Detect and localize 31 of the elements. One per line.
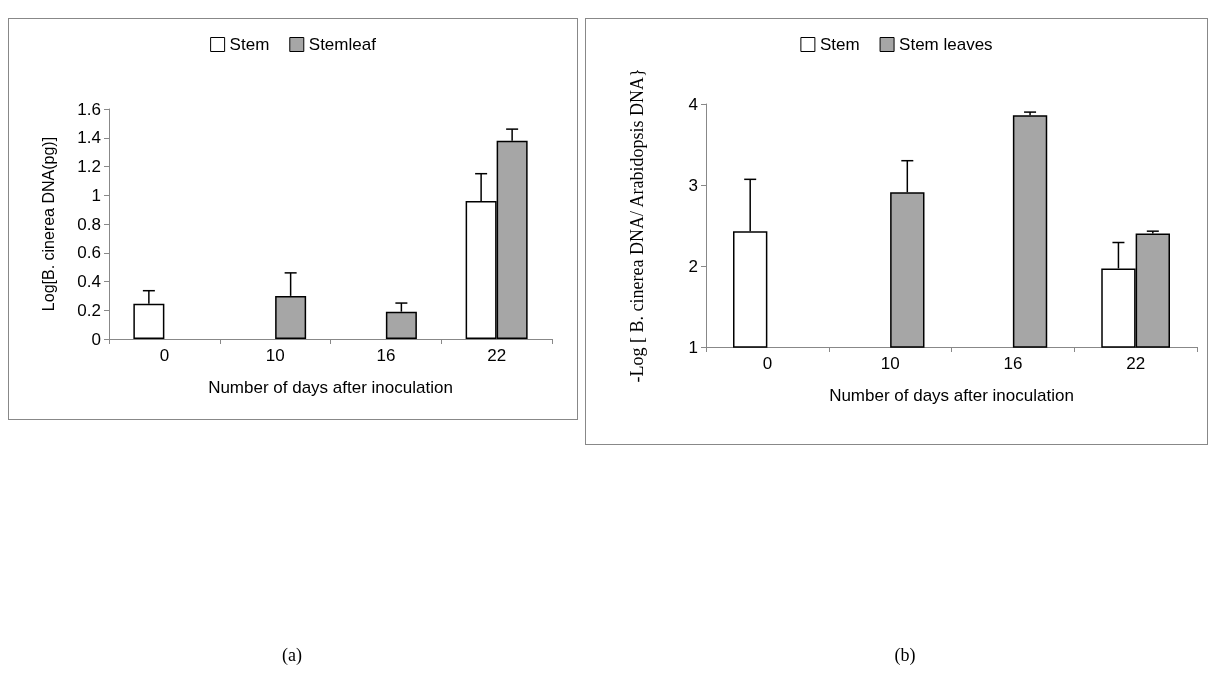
legend-label: Stemleaf [308,35,377,54]
y-tick-label: 2 [688,256,698,276]
x-tick-label: 10 [880,354,900,373]
y-axis-title: -Log [ B. cinerea DNA/ Arabidopsis DNA} [627,68,647,383]
y-tick-label: 1.2 [77,157,101,176]
y-tick-label: 1 [688,337,698,357]
y-tick-label: 0.6 [77,243,101,263]
y-tick-label: 0.4 [77,272,101,291]
text: (a) [281,645,303,666]
y-tick-label: 0.2 [77,300,101,320]
y-axis-title: Log[B. cinerea DNA(pg)] [39,136,57,312]
y-tick-label: 1.4 [77,128,101,148]
x-tick-label: 10 [265,346,285,365]
text: (b) [893,645,917,666]
legend-label: Stem [819,35,860,54]
x-tick-label: 0 [159,346,170,365]
x-tick-label: 22 [1126,354,1146,373]
y-tick-label: 1.6 [77,99,101,119]
legend-label: Stem [229,35,270,54]
x-tick-label: 16 [1003,354,1023,373]
y-tick-label: 3 [688,175,698,195]
x-tick-label: 0 [762,354,773,373]
y-tick-label: 4 [688,94,698,114]
y-tick-label: 1 [91,185,101,205]
x-tick-label: 22 [487,346,507,365]
x-axis-title: Number of days after inoculation [208,378,453,397]
y-tick-label: 0 [91,329,101,349]
legend-label: Stem leaves [899,35,993,54]
y-tick-label: 0.8 [77,214,101,234]
x-tick-label: 16 [376,346,396,365]
x-axis-title: Number of days after inoculation [829,386,1074,405]
